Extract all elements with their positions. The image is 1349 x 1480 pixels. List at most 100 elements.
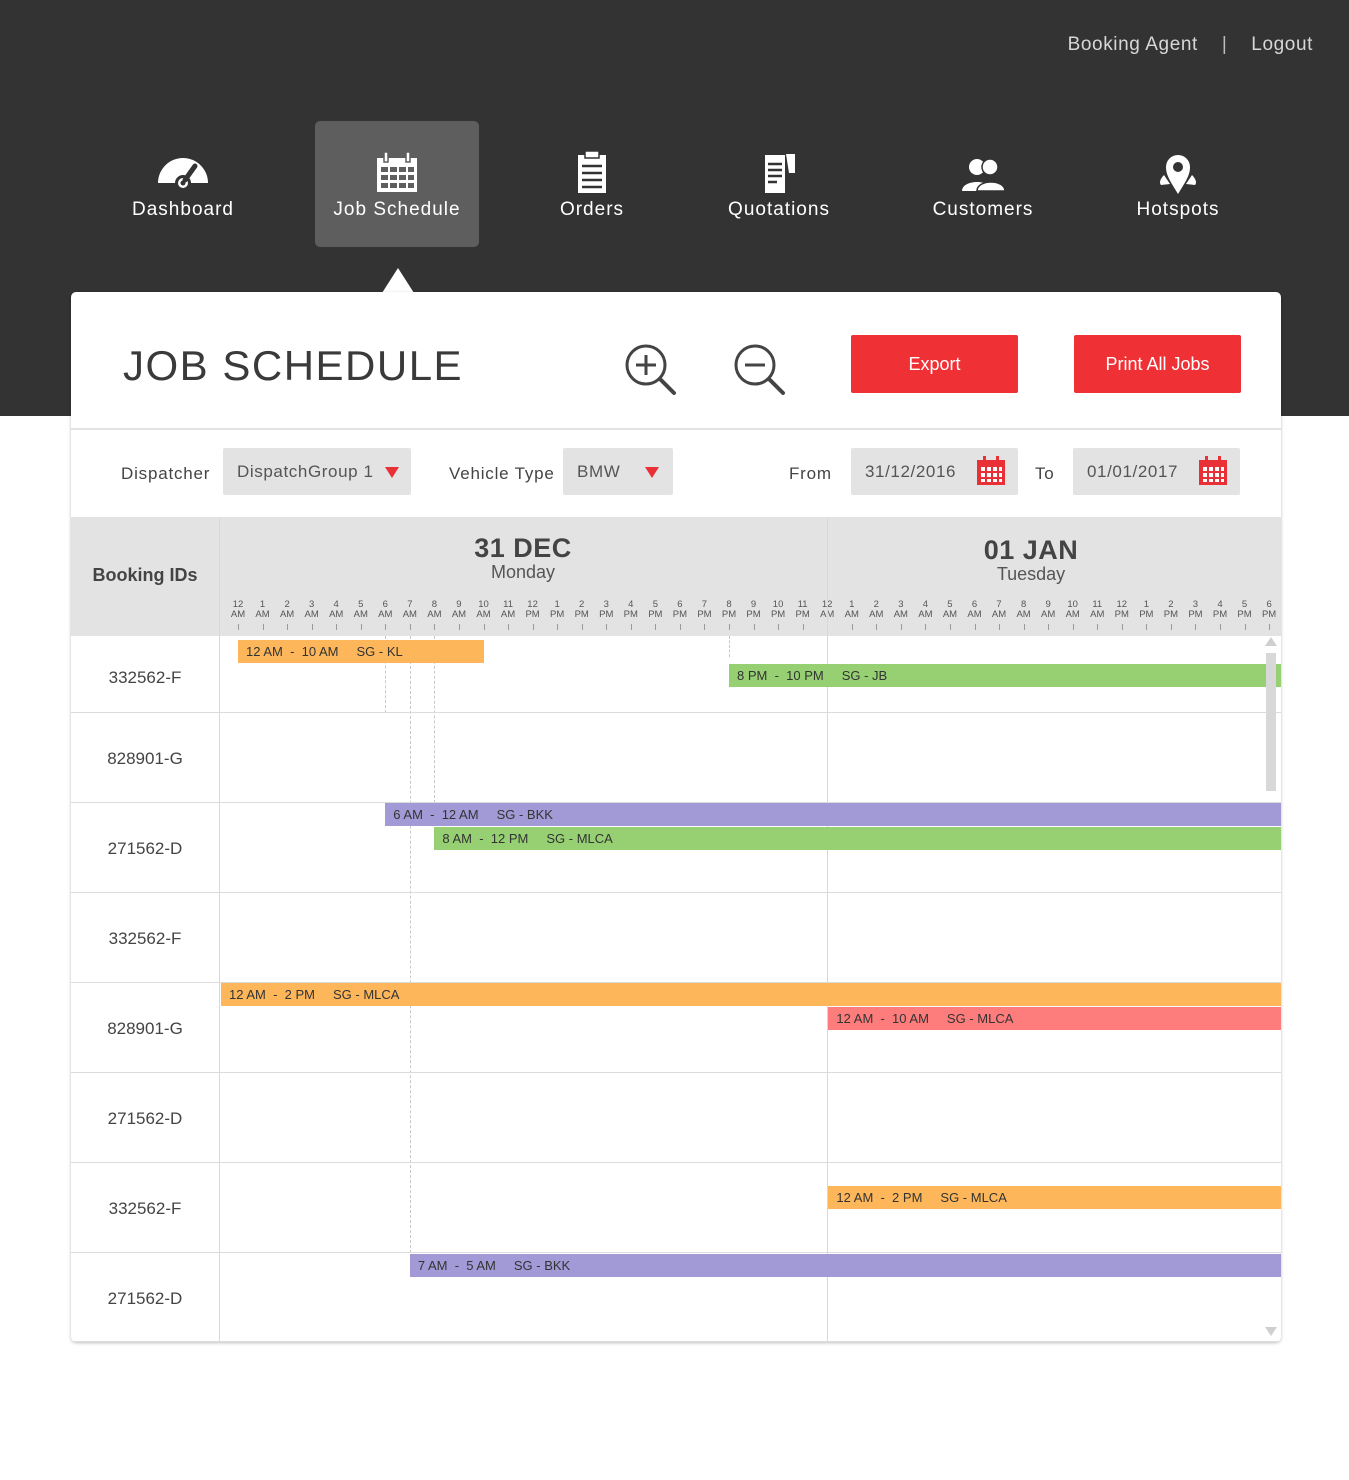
job-bar[interactable]: 8 PM - 10 PM SG - JB <box>729 664 1281 687</box>
page-title: JOB SCHEDULE <box>123 342 464 389</box>
job-bar[interactable]: 7 AM - 5 AM SG - BKK <box>409 1254 1281 1277</box>
job-time: 8 AM - 12 PM <box>442 831 529 846</box>
time-tick-label: 4 AM <box>918 599 933 620</box>
time-tick-label: 10 AM <box>476 599 491 620</box>
header-divider <box>71 428 1281 430</box>
time-tick-label: 11 AM <box>500 599 516 620</box>
booking-id[interactable]: 271562-D <box>107 1288 183 1308</box>
day-date: 31 DEC <box>474 533 572 563</box>
schedule-row: 828901-G <box>71 983 1281 1073</box>
time-tick-label: 10 AM <box>1065 599 1080 620</box>
time-guide-line <box>434 636 436 803</box>
job-route: SG - MLCA <box>946 1011 1014 1026</box>
booking-id[interactable]: 332562-F <box>108 1199 182 1218</box>
job-time: 7 AM - 5 AM <box>417 1258 496 1273</box>
job-route: SG - MLCA <box>940 1190 1007 1205</box>
time-tick-label: 6 PM <box>1261 599 1277 620</box>
booking-id[interactable]: 332562-F <box>108 667 182 687</box>
nav-item-hotspots[interactable]: Hotspots <box>1096 121 1260 247</box>
schedule-row: 271562-D <box>71 1253 1281 1342</box>
job-bar[interactable]: 12 AM - 10 AM SG - MLCA <box>828 1007 1281 1030</box>
time-tick-mark <box>876 624 878 630</box>
time-tick-label: 4 PM <box>623 599 638 620</box>
nav-item-job-schedule[interactable]: Job Schedule <box>315 121 479 247</box>
nav-item-dashboard[interactable]: Dashboard <box>101 121 265 247</box>
day-weekday: Tuesday <box>996 564 1066 584</box>
time-tick-mark <box>385 624 387 630</box>
scroll-up-arrow-icon[interactable] <box>1265 637 1277 646</box>
time-tick-label: 9 PM <box>746 599 761 620</box>
nav-label-orders: Orders <box>559 199 625 220</box>
time-tick-mark <box>287 624 289 630</box>
booking-id[interactable]: 271562-D <box>107 1109 183 1128</box>
time-tick-mark <box>655 624 657 630</box>
day-divider <box>827 517 829 1342</box>
logout-link[interactable]: Logout <box>1251 34 1313 55</box>
from-date-field[interactable]: 31/12/2016 <box>851 448 1018 495</box>
time-tick-mark <box>1220 624 1221 630</box>
time-guide-line <box>729 636 730 657</box>
time-tick-label: 12 PM <box>525 599 540 620</box>
nav-item-quotations[interactable]: Quotations <box>697 121 861 247</box>
caret-down-icon <box>645 467 659 478</box>
dispatcher-select[interactable]: DispatchGroup 1 <box>223 448 411 495</box>
time-tick-mark <box>1269 624 1271 630</box>
time-tick-mark <box>1072 624 1074 630</box>
time-tick-label: 6 AM <box>967 599 982 620</box>
time-tick-label: 5 PM <box>648 599 663 620</box>
time-tick-label: 6 PM <box>672 599 688 620</box>
time-tick-mark <box>581 624 583 630</box>
time-tick-mark <box>949 624 951 630</box>
scroll-down-arrow-icon[interactable] <box>1265 1327 1277 1336</box>
time-tick-mark <box>262 624 264 630</box>
time-tick-label: 7 AM <box>402 599 417 620</box>
job-time: 12 AM - 10 AM <box>836 1011 929 1026</box>
time-tick-mark <box>900 624 902 630</box>
time-tick-label: 10 PM <box>770 599 786 620</box>
schedule-row: 828901-G <box>71 713 1281 803</box>
calendar-icon[interactable] <box>1198 456 1228 486</box>
booking-id[interactable]: 828901-G <box>107 749 183 768</box>
job-schedule-card: JOB SCHEDULE Export Print All Jobs Dispa… <box>71 292 1281 1342</box>
vertical-scrollbar[interactable] <box>1266 653 1276 791</box>
to-date-field[interactable]: 01/01/2017 <box>1073 448 1240 495</box>
time-tick-mark <box>1244 624 1246 630</box>
time-tick-label: 2 PM <box>1163 599 1179 620</box>
print-all-jobs-button[interactable]: Print All Jobs <box>1074 335 1241 393</box>
user-nav-separator: | <box>1221 34 1228 55</box>
zoom-out-icon[interactable] <box>732 342 786 396</box>
job-bar[interactable]: 12 AM - 2 PM SG - MLCA <box>828 1186 1281 1209</box>
day-header-1: 31 DEC Monday <box>421 533 625 583</box>
zoom-in-icon[interactable] <box>623 342 677 396</box>
time-tick-label: 9 AM <box>1041 599 1056 620</box>
job-bar[interactable]: 12 AM - 2 PM SG - MLCA <box>221 983 1281 1006</box>
time-tick-label: 2 AM <box>279 599 295 620</box>
job-bar[interactable]: 12 AM - 10 AM SG - KL <box>238 640 484 663</box>
active-tab-pointer <box>382 268 414 293</box>
job-bar[interactable]: 6 AM - 12 AM SG - BKK <box>385 803 1281 826</box>
user-role-link[interactable]: Booking Agent <box>1067 34 1198 55</box>
job-time: 6 AM - 12 AM <box>393 807 479 822</box>
time-tick-mark <box>1048 624 1050 630</box>
time-tick-label: 8 AM <box>427 599 442 620</box>
time-tick-mark <box>311 624 313 630</box>
export-button[interactable]: Export <box>851 335 1018 393</box>
booking-id[interactable]: 828901-G <box>107 1019 183 1038</box>
clipboard-icon <box>578 151 606 193</box>
nav-item-orders[interactable]: Orders <box>510 121 674 247</box>
vehicle-type-select[interactable]: BMW <box>563 448 673 495</box>
time-tick-mark <box>925 624 927 630</box>
time-tick-mark <box>999 624 1001 630</box>
from-date-value: 31/12/2016 <box>865 462 957 481</box>
from-label: From <box>789 464 832 483</box>
booking-id[interactable]: 271562-D <box>107 839 183 858</box>
time-tick-mark <box>1121 624 1123 630</box>
job-bar[interactable]: 8 AM - 12 PM SG - MLCA <box>434 827 1281 850</box>
time-tick-label: 4 PM <box>1212 599 1228 620</box>
booking-id[interactable]: 332562-F <box>108 929 182 948</box>
time-tick-label: 1 AM <box>844 599 859 620</box>
calendar-icon <box>377 151 417 192</box>
nav-item-customers[interactable]: Customers <box>901 121 1065 247</box>
time-tick-mark <box>778 624 780 630</box>
calendar-icon[interactable] <box>976 456 1006 486</box>
